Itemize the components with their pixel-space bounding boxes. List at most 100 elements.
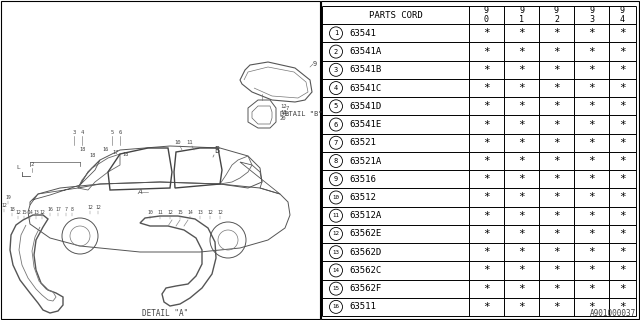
Text: 16: 16 bbox=[47, 207, 53, 212]
Text: 63562C: 63562C bbox=[349, 266, 381, 275]
Text: *: * bbox=[553, 229, 560, 239]
Text: *: * bbox=[588, 28, 595, 38]
Bar bbox=[1, 1, 320, 319]
Text: *: * bbox=[483, 120, 490, 130]
Text: 63521A: 63521A bbox=[349, 156, 381, 165]
Text: *: * bbox=[553, 156, 560, 166]
Text: *: * bbox=[553, 138, 560, 148]
Text: 7: 7 bbox=[334, 140, 338, 146]
Text: 63512: 63512 bbox=[349, 193, 376, 202]
Text: 3: 3 bbox=[334, 67, 338, 73]
Text: *: * bbox=[483, 211, 490, 221]
Text: *: * bbox=[483, 138, 490, 148]
Text: 18: 18 bbox=[9, 207, 15, 212]
Text: 9: 9 bbox=[334, 176, 338, 182]
Text: *: * bbox=[619, 211, 626, 221]
Text: 15: 15 bbox=[21, 210, 27, 215]
Text: *: * bbox=[518, 47, 525, 57]
Text: *: * bbox=[518, 211, 525, 221]
Text: *: * bbox=[619, 65, 626, 75]
Text: *: * bbox=[619, 192, 626, 203]
Text: *: * bbox=[483, 229, 490, 239]
Text: 8: 8 bbox=[334, 158, 338, 164]
Text: *: * bbox=[553, 120, 560, 130]
Text: 63512A: 63512A bbox=[349, 211, 381, 220]
Bar bbox=[321, 1, 639, 319]
Text: *: * bbox=[518, 83, 525, 93]
Text: 3: 3 bbox=[72, 130, 76, 135]
Text: *: * bbox=[483, 192, 490, 203]
Text: *: * bbox=[518, 28, 525, 38]
Text: 18: 18 bbox=[122, 152, 128, 157]
Text: 13: 13 bbox=[197, 210, 203, 215]
Text: 19: 19 bbox=[5, 195, 11, 200]
Text: 10: 10 bbox=[147, 210, 153, 215]
Text: *: * bbox=[588, 156, 595, 166]
Text: *: * bbox=[588, 211, 595, 221]
Text: *: * bbox=[518, 65, 525, 75]
Text: *: * bbox=[588, 174, 595, 184]
Text: *: * bbox=[619, 247, 626, 257]
Text: 12: 12 bbox=[207, 210, 213, 215]
Text: 9
1: 9 1 bbox=[519, 6, 524, 24]
Text: 12: 12 bbox=[15, 210, 21, 215]
Text: 15: 15 bbox=[177, 210, 183, 215]
Text: *: * bbox=[553, 174, 560, 184]
Text: 9
3: 9 3 bbox=[589, 6, 594, 24]
Text: *: * bbox=[518, 302, 525, 312]
Text: *: * bbox=[553, 192, 560, 203]
Text: 7: 7 bbox=[286, 106, 289, 110]
Text: A901000037: A901000037 bbox=[589, 309, 636, 318]
Text: *: * bbox=[553, 28, 560, 38]
Text: 14: 14 bbox=[187, 210, 193, 215]
Text: 15: 15 bbox=[333, 286, 339, 291]
Text: *: * bbox=[619, 284, 626, 294]
Text: 2: 2 bbox=[30, 162, 34, 167]
Text: *: * bbox=[483, 65, 490, 75]
Text: DETAIL "B": DETAIL "B" bbox=[280, 111, 323, 117]
Text: *: * bbox=[588, 302, 595, 312]
Text: *: * bbox=[619, 28, 626, 38]
Text: 11: 11 bbox=[187, 140, 193, 145]
Text: A: A bbox=[138, 189, 142, 195]
Text: *: * bbox=[553, 83, 560, 93]
Text: *: * bbox=[588, 284, 595, 294]
Text: 2: 2 bbox=[334, 49, 338, 55]
Text: 63516: 63516 bbox=[349, 175, 376, 184]
Text: 63562D: 63562D bbox=[349, 248, 381, 257]
Text: *: * bbox=[518, 101, 525, 111]
Text: *: * bbox=[483, 83, 490, 93]
Text: 20: 20 bbox=[280, 116, 287, 121]
Text: *: * bbox=[483, 101, 490, 111]
Text: 11: 11 bbox=[157, 210, 163, 215]
Text: 12: 12 bbox=[1, 203, 7, 208]
Text: *: * bbox=[553, 265, 560, 276]
Text: *: * bbox=[553, 65, 560, 75]
Text: 10: 10 bbox=[175, 140, 181, 145]
Text: 8: 8 bbox=[286, 113, 289, 117]
Text: *: * bbox=[518, 120, 525, 130]
Text: 63541D: 63541D bbox=[349, 102, 381, 111]
Text: 9
2: 9 2 bbox=[554, 6, 559, 24]
Text: *: * bbox=[518, 192, 525, 203]
Text: *: * bbox=[619, 47, 626, 57]
Text: 4: 4 bbox=[334, 85, 338, 91]
Text: PARTS CORD: PARTS CORD bbox=[369, 11, 422, 20]
Text: 63562F: 63562F bbox=[349, 284, 381, 293]
Text: *: * bbox=[619, 101, 626, 111]
Text: 14: 14 bbox=[27, 210, 33, 215]
Text: *: * bbox=[619, 174, 626, 184]
Text: *: * bbox=[483, 265, 490, 276]
Text: *: * bbox=[588, 138, 595, 148]
Text: 18: 18 bbox=[280, 109, 287, 115]
Text: *: * bbox=[588, 101, 595, 111]
Text: 12: 12 bbox=[39, 210, 45, 215]
Text: *: * bbox=[619, 83, 626, 93]
Text: 17: 17 bbox=[55, 207, 61, 212]
Text: 1: 1 bbox=[334, 30, 338, 36]
Text: *: * bbox=[518, 284, 525, 294]
Text: 12: 12 bbox=[167, 210, 173, 215]
Text: 16: 16 bbox=[333, 304, 339, 309]
Text: *: * bbox=[619, 138, 626, 148]
Text: *: * bbox=[588, 47, 595, 57]
